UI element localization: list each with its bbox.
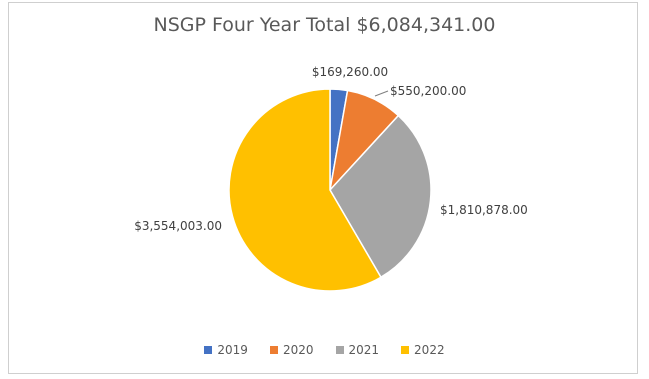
legend-item-2019: 2019 (204, 343, 248, 357)
data-label-2022: $3,554,003.00 (134, 219, 222, 233)
legend-label-2020: 2020 (282, 343, 314, 357)
legend-item-2021: 2021 (335, 343, 380, 357)
legend-swatch-2019 (204, 346, 213, 354)
legend-swatch-2022 (401, 346, 410, 354)
pie-slice-2022 (228, 88, 382, 292)
legend-swatch-2020 (269, 346, 278, 354)
legend-label-2022: 2022 (414, 343, 445, 357)
data-label-2020: $550,200.00 (390, 84, 466, 98)
legend-label-2021: 2021 (348, 343, 380, 357)
pie-slice-2021 (329, 114, 432, 279)
leader-line-2020 (374, 90, 389, 97)
legend-label-2019: 2019 (217, 343, 248, 357)
chart-title: NSGP Four Year Total $6,084,341.00 (153, 14, 496, 36)
legend-item-2020: 2020 (269, 343, 314, 357)
legend-swatch-2021 (335, 346, 344, 354)
data-label-2021: $1,810,878.00 (440, 203, 528, 217)
legend: 2019 2020 2021 2022 (0, 343, 649, 357)
legend-item-2022: 2022 (401, 343, 445, 357)
data-label-2019: $169,260.00 (312, 65, 388, 79)
